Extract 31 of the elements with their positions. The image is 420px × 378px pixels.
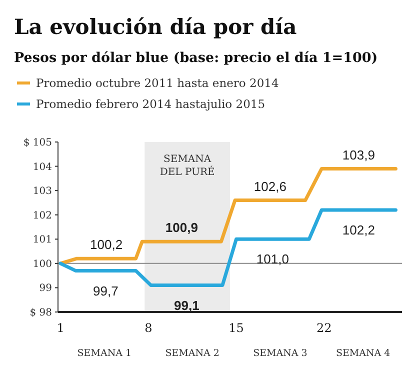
x-tick-label: 1 (56, 321, 64, 335)
line-series (58, 166, 398, 266)
y-tick-label: 100 (32, 258, 52, 270)
data-label: 99,1 (174, 298, 200, 313)
y-tick-label: 102 (32, 210, 52, 222)
text: SEMANA 1 (77, 348, 132, 359)
text: SEMANA 4 (336, 348, 390, 359)
data-label: 102,2 (342, 222, 375, 238)
y-tick-label: 104 (32, 162, 52, 173)
y-tick-label: 103 (32, 186, 52, 198)
data-label: 100,9 (165, 220, 198, 236)
data-label: 99,7 (93, 283, 118, 298)
y-tick-label: $ 98 (30, 308, 52, 318)
data-label: 103,9 (342, 147, 375, 162)
legend-label: Promedio octubre 2011 hasta enero 2014 (36, 76, 279, 90)
y-tick-label: 101 (32, 234, 52, 246)
data-label: 100,2 (90, 237, 123, 252)
data-label: 102,6 (254, 178, 286, 194)
band-label: SEMANA DEL PURÉ (160, 154, 215, 178)
data-label: 101,0 (256, 252, 289, 267)
y-tick-label: $ 105 (23, 138, 52, 148)
chart-subtitle: Pesos por dólar blue (base: precio el día 1=100) (14, 50, 378, 66)
x-tick-label: 22 (316, 321, 332, 335)
chart-title: La evolución día por día (14, 14, 298, 39)
legend-label: Promedio febrero 2014 hastajulio 2015 (36, 97, 266, 111)
text: SEMANA 3 (253, 348, 308, 359)
text: SEMANA 2 (165, 348, 220, 359)
x-tick-label: 15 (228, 321, 244, 335)
y-tick-label: 99 (39, 283, 52, 294)
line-series (58, 208, 398, 288)
x-tick-label: 8 (144, 321, 152, 335)
